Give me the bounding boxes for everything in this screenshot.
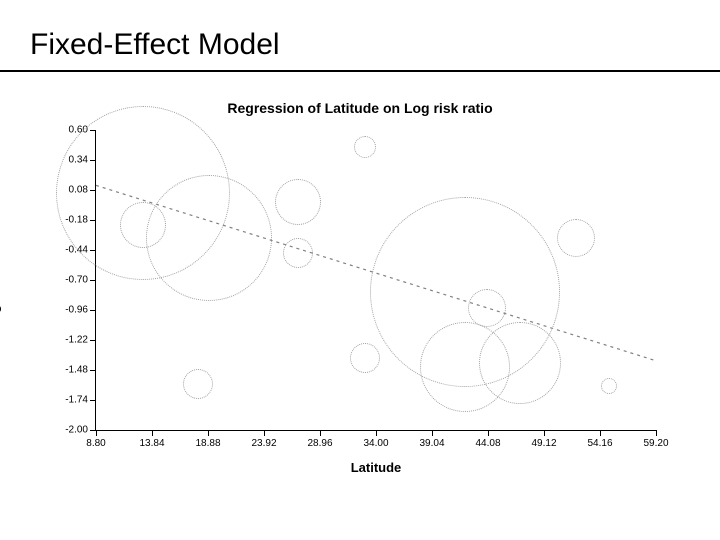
x-tick-label: 44.08 xyxy=(475,438,500,449)
y-tick xyxy=(90,340,96,341)
x-tick xyxy=(152,430,153,436)
data-bubble xyxy=(601,378,617,394)
data-bubble xyxy=(479,322,561,404)
y-tick xyxy=(90,310,96,311)
x-tick-label: 23.92 xyxy=(251,438,276,449)
y-tick xyxy=(90,280,96,281)
y-tick-label: -1.48 xyxy=(65,365,88,376)
x-tick xyxy=(320,430,321,436)
plot-area: Latitude Log risk ratio 0.600.340.08-0.1… xyxy=(95,130,656,431)
x-axis-label: Latitude xyxy=(351,460,402,475)
title-underline xyxy=(0,70,720,72)
data-bubble xyxy=(146,175,272,301)
x-tick xyxy=(488,430,489,436)
x-tick xyxy=(600,430,601,436)
x-tick xyxy=(432,430,433,436)
data-bubble xyxy=(283,238,313,268)
data-bubble xyxy=(468,289,506,327)
y-tick-label: -0.70 xyxy=(65,275,88,286)
y-tick-label: -2.00 xyxy=(65,425,88,436)
x-tick-label: 59.20 xyxy=(643,438,668,449)
data-bubble xyxy=(354,136,376,158)
data-bubble xyxy=(183,369,213,399)
y-tick-label: -1.74 xyxy=(65,395,88,406)
x-tick xyxy=(264,430,265,436)
x-tick xyxy=(544,430,545,436)
x-tick-label: 34.00 xyxy=(363,438,388,449)
slide: Fixed-Effect Model Regression of Latitud… xyxy=(0,0,720,540)
x-tick-label: 49.12 xyxy=(531,438,556,449)
data-bubble xyxy=(350,343,380,373)
x-tick-label: 8.80 xyxy=(86,438,105,449)
page-title: Fixed-Effect Model xyxy=(30,28,280,62)
y-tick xyxy=(90,400,96,401)
x-tick-label: 28.96 xyxy=(307,438,332,449)
data-bubble xyxy=(557,219,595,257)
x-tick-label: 54.16 xyxy=(587,438,612,449)
data-bubble xyxy=(275,179,321,225)
x-tick xyxy=(656,430,657,436)
x-tick-label: 18.88 xyxy=(195,438,220,449)
chart: Latitude Log risk ratio 0.600.340.08-0.1… xyxy=(95,130,656,431)
x-tick xyxy=(208,430,209,436)
y-axis-label: Log risk ratio xyxy=(0,246,1,328)
x-tick xyxy=(376,430,377,436)
x-tick-label: 13.84 xyxy=(139,438,164,449)
y-tick-label: -0.96 xyxy=(65,305,88,316)
y-tick-label: -1.22 xyxy=(65,335,88,346)
x-tick-label: 39.04 xyxy=(419,438,444,449)
y-tick xyxy=(90,370,96,371)
x-tick xyxy=(96,430,97,436)
